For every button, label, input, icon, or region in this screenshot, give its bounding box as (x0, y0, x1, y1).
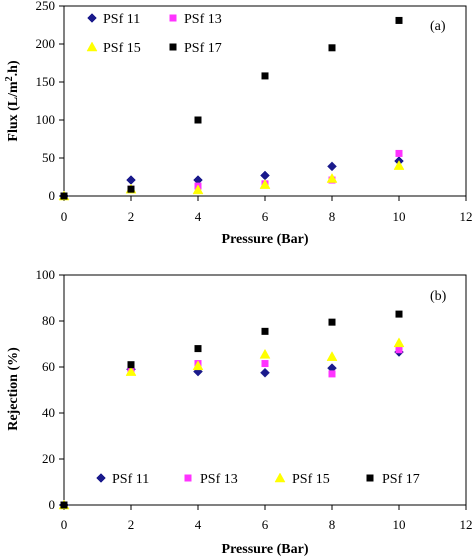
chart2-series4-point (60, 501, 68, 509)
chart2-y-tick-label: 20 (42, 451, 55, 466)
chart2-y-tick-label: 80 (42, 313, 55, 328)
chart1-series3-point (393, 160, 405, 170)
chart2-legend-label: PSf 17 (382, 472, 420, 487)
chart1-x-tick-label: 2 (128, 209, 135, 224)
chart1-series4-point (328, 44, 336, 52)
chart2-plot-frame (63, 274, 467, 506)
chart2-y-axis-label: Rejection (%) (6, 347, 21, 431)
chart1-x-axis-label: Pressure (Bar) (222, 232, 309, 247)
chart1-series3-point (326, 173, 338, 183)
chart1-series4-point (127, 185, 135, 193)
chart2-series3-point (393, 337, 405, 348)
chart1-legend-label: PSf 13 (184, 12, 222, 27)
chart1-series2-point (395, 149, 403, 157)
chart1-series3-point (259, 179, 271, 189)
chart1-legend-marker (86, 41, 98, 52)
chart2-y-tick-label: 0 (49, 497, 56, 512)
chart1-x-tick-label: 10 (393, 209, 406, 224)
chart2-series4-point (395, 310, 403, 318)
chart2-series2-point (328, 370, 336, 378)
chart2-x-axis-label: Pressure (Bar) (222, 542, 309, 557)
chart2-x-tick-label: 8 (329, 517, 336, 532)
chart2-legend-marker (184, 474, 192, 482)
chart2-series3-point (125, 366, 137, 376)
chart2-legend-label: PSf 13 (200, 472, 238, 487)
chart1-series3-point (192, 184, 204, 195)
chart1-panel-label: (a) (430, 19, 446, 34)
chart1-x-tick-label: 12 (460, 209, 473, 224)
chart1-series4-point (261, 72, 269, 80)
chart2-series3-point (259, 348, 271, 359)
chart2-legend-marker (96, 473, 106, 483)
chart1-y-tick-label: 150 (36, 74, 56, 89)
chart1-x-tick-label: 0 (61, 209, 68, 224)
chart2-series2-point (395, 346, 403, 354)
chart1-legend-label: PSf 15 (103, 41, 141, 56)
chart2-y-tick-label: 60 (42, 359, 55, 374)
chart1-y-tick-label: 50 (42, 150, 55, 165)
chart2-legend-label: PSf 11 (112, 472, 149, 487)
chart2-series2-point (261, 360, 269, 368)
chart2-panel-label: (b) (430, 289, 447, 304)
chart1-x-tick-label: 8 (329, 209, 336, 224)
chart2-series3-point (326, 351, 338, 361)
chart1-legend-marker (87, 13, 97, 23)
chart2-series4-point (328, 318, 336, 326)
chart1-series4-point (395, 16, 403, 24)
chart1-legend-label: PSf 17 (184, 41, 222, 56)
chart1-series1-point (126, 175, 136, 185)
chart1-y-axis-label: Flux (L/m2.h) (4, 60, 21, 142)
chart1-series1-point (327, 161, 337, 172)
chart1-series4-point (194, 116, 202, 124)
chart1-series1-point (260, 170, 270, 181)
chart2-series1-point (260, 367, 270, 378)
chart2-legend-label: PSf 15 (292, 472, 330, 487)
chart2-x-tick-label: 6 (262, 517, 269, 532)
chart1-x-tick-label: 6 (262, 209, 269, 224)
chart2-x-tick-label: 4 (195, 517, 202, 532)
chart2-legend-marker (366, 474, 374, 482)
chart2-x-tick-label: 0 (61, 517, 68, 532)
chart2-y-tick-label: 40 (42, 405, 55, 420)
chart1-y-tick-label: 100 (36, 112, 56, 127)
chart1-legend-marker (169, 43, 177, 51)
chart2-y-tick-label: 100 (36, 267, 56, 282)
chart1-y-tick-label: 250 (36, 0, 56, 13)
chart2-x-tick-label: 12 (460, 517, 473, 532)
chart1-series4-point (60, 192, 68, 200)
chart1-legend-marker (169, 14, 177, 22)
chart2-series3-point (192, 360, 204, 371)
chart2-series4-point (194, 345, 202, 353)
chart2-series4-point (261, 327, 269, 335)
chart1-legend-label: PSf 11 (103, 12, 140, 27)
chart2-legend-marker (274, 472, 286, 483)
chart1-y-tick-label: 200 (36, 36, 56, 51)
chart1-x-tick-label: 4 (195, 209, 202, 224)
chart2-x-tick-label: 10 (393, 517, 406, 532)
chart1-y-tick-label: 0 (49, 188, 56, 203)
chart2-series4-point (127, 361, 135, 369)
chart1-plot-frame (63, 5, 467, 197)
chart2-x-tick-label: 2 (128, 517, 135, 532)
